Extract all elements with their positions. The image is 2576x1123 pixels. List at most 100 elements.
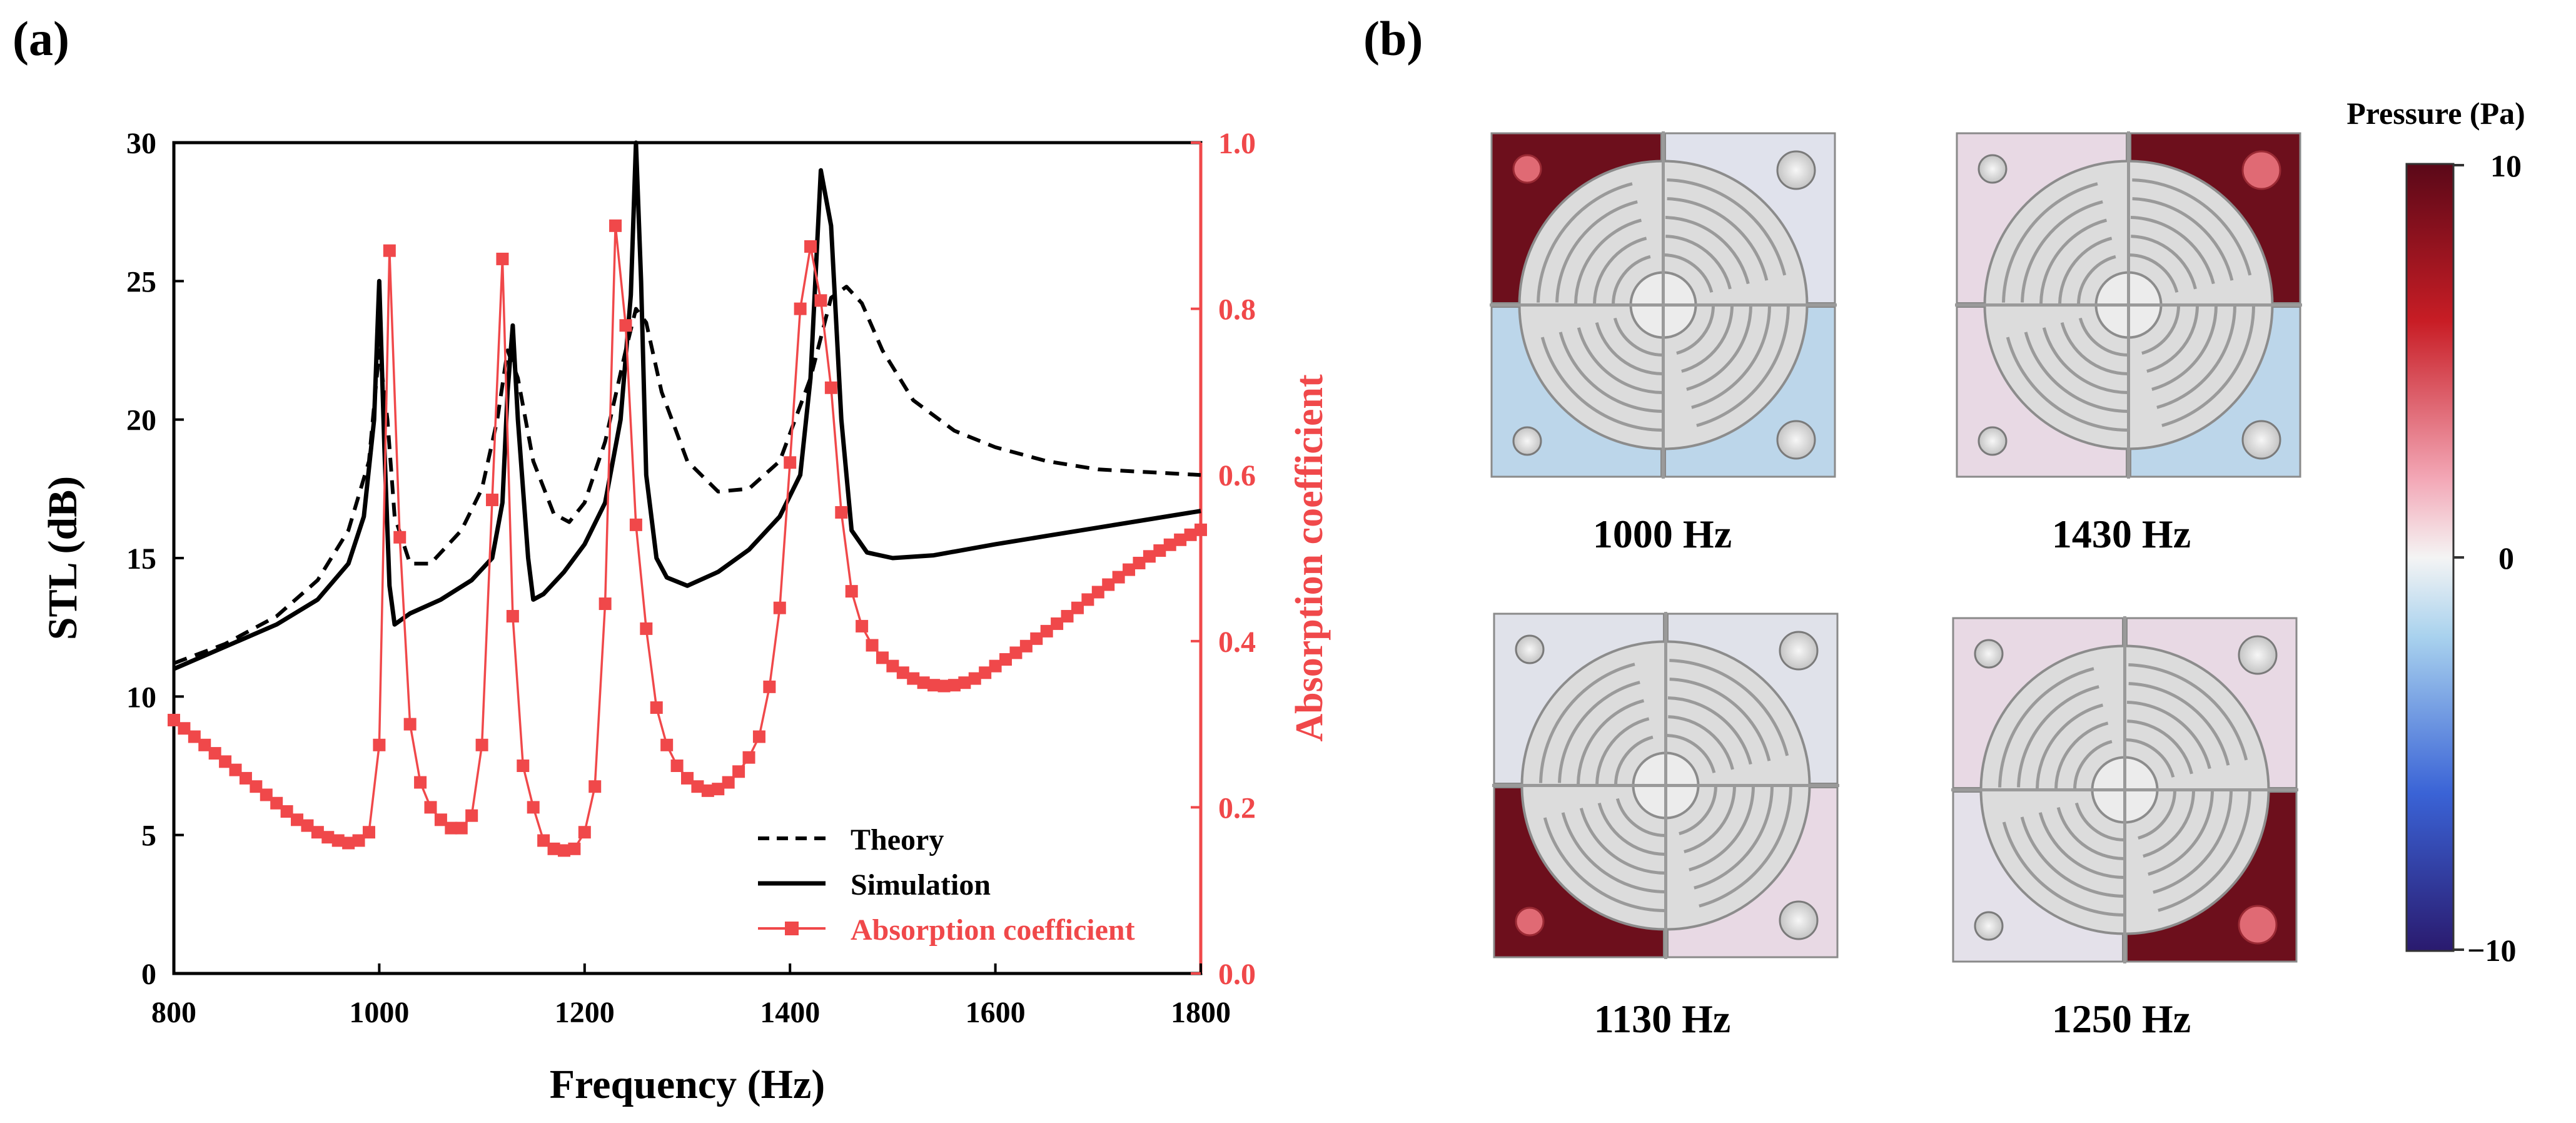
absorption-marker: [301, 819, 314, 832]
field-label-1000hz: 1000 Hz: [1593, 512, 1732, 556]
absorption-marker: [455, 821, 468, 835]
absorption-marker: [794, 302, 807, 315]
absorption-marker: [876, 651, 889, 664]
absorption-marker: [979, 666, 992, 679]
absorption-marker: [1143, 550, 1156, 563]
panel-a-label: (a): [13, 11, 69, 66]
y-tick-label: 15: [126, 542, 156, 576]
absorption-marker: [752, 730, 765, 743]
x-tick-label: 1000: [349, 996, 409, 1029]
absorption-marker: [434, 813, 447, 826]
field-label-1250hz: 1250 Hz: [2052, 997, 2191, 1041]
absorption-marker: [681, 771, 694, 785]
absorption-marker: [537, 834, 550, 847]
absorption-marker: [989, 659, 1002, 673]
absorption-marker: [352, 834, 365, 847]
y-tick-label: 10: [126, 681, 156, 714]
absorption-marker: [814, 294, 827, 307]
absorption-marker: [712, 783, 725, 796]
absorption-marker: [1163, 538, 1176, 551]
absorption-marker: [691, 780, 704, 793]
absorption-marker: [784, 456, 797, 469]
colorbar: Pressure (Pa) 10 0 −10: [2346, 96, 2525, 968]
corner-hole: [1512, 154, 1542, 184]
x-tick-label: 1400: [760, 996, 820, 1029]
absorption-marker: [856, 619, 869, 633]
absorption-marker: [824, 381, 837, 394]
absorption-marker: [496, 252, 509, 265]
absorption-marker: [1174, 533, 1187, 546]
simulation-line: [173, 140, 1201, 671]
absorption-marker: [896, 666, 909, 679]
absorption-marker: [1112, 571, 1125, 584]
corner-hole: [1779, 631, 1819, 671]
absorption-marker: [1133, 556, 1146, 569]
absorption-marker: [486, 494, 499, 507]
absorption-marker: [239, 771, 252, 785]
series-layer: [168, 140, 1207, 857]
pressure-field-maps: [1490, 131, 2302, 963]
absorption-marker: [670, 760, 684, 772]
field-labels: 1000 Hz 1430 Hz 1130 Hz 1250 Hz: [1593, 512, 2191, 1041]
y2-tick-label: 0.2: [1218, 791, 1256, 825]
colorbar-gradient: [2405, 163, 2455, 952]
absorption-marker: [917, 676, 930, 689]
absorption-marker: [722, 776, 735, 789]
absorption-marker: [968, 672, 981, 685]
absorption-marker: [568, 842, 581, 855]
absorption-marker: [506, 609, 519, 622]
corner-hole: [2241, 420, 2281, 460]
absorption-marker: [208, 747, 221, 760]
absorption-marker: [763, 680, 776, 693]
field-label-1430hz: 1430 Hz: [2052, 512, 2191, 556]
x-axis-ticks: 800 1000 1200 1400 1600 1800: [151, 963, 1231, 1029]
absorption-marker: [260, 788, 273, 801]
y-axis-ticks: 0 5 10 15 20 25 30: [126, 127, 184, 991]
absorption-marker: [629, 518, 642, 531]
y-tick-label: 5: [141, 820, 156, 853]
absorption-marker: [660, 738, 674, 751]
absorption-marker: [517, 760, 530, 772]
absorption-marker: [619, 319, 632, 332]
y2-tick-label: 0.8: [1218, 293, 1256, 327]
field-label-1130hz: 1130 Hz: [1594, 997, 1731, 1041]
legend-theory-label: Theory: [851, 823, 944, 856]
absorption-marker: [229, 763, 242, 776]
absorption-marker: [1019, 639, 1033, 653]
corner-hole: [2241, 150, 2281, 190]
absorption-marker: [886, 659, 899, 673]
absorption-marker: [250, 780, 263, 793]
theory-line: [173, 285, 1201, 666]
absorption-marker: [907, 672, 920, 685]
corner-hole: [1977, 154, 2008, 184]
absorption-marker: [1123, 563, 1136, 576]
legend-absorption-label: Absorption coefficient: [851, 913, 1135, 947]
field-map: [1490, 131, 1837, 479]
absorption-marker: [219, 755, 232, 768]
absorption-marker: [1153, 544, 1166, 557]
absorption-marker: [475, 738, 488, 751]
absorption-marker: [362, 826, 375, 839]
corner-hole: [1977, 426, 2008, 456]
absorption-marker: [773, 601, 786, 614]
y2-axis-label: Absorption coefficient: [1288, 374, 1331, 742]
panel-b-label: (b): [1363, 11, 1423, 66]
plot-area-frame: [172, 141, 1203, 975]
absorption-marker: [742, 751, 755, 764]
absorption-marker: [393, 531, 407, 544]
chart-panel-a: 800 1000 1200 1400 1600 1800 0 5 10 15 20 25 30 0.0…: [40, 127, 1331, 1107]
corner-hole: [1776, 420, 1816, 460]
absorption-marker: [599, 597, 612, 611]
absorption-marker: [609, 219, 622, 232]
absorption-marker: [845, 585, 858, 598]
y2-tick-label: 0.4: [1218, 626, 1256, 659]
absorption-marker: [178, 722, 191, 735]
absorption-marker: [578, 826, 591, 839]
y-axis-label: STL (dB): [40, 476, 86, 640]
x-tick-label: 1200: [555, 996, 615, 1029]
absorption-marker: [1061, 609, 1074, 622]
colorbar-tick-label-10: 10: [2490, 148, 2522, 183]
corner-hole: [1974, 639, 2004, 669]
absorption-marker: [732, 765, 745, 778]
